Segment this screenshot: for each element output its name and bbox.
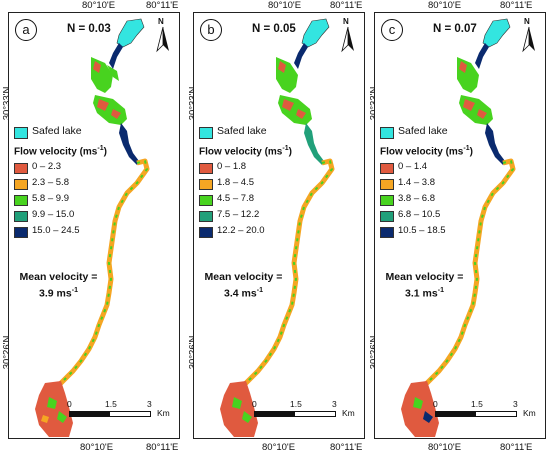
legend-class-3: 5.8 – 9.9 (14, 193, 124, 207)
legend-class-4: 9.9 – 15.0 (14, 209, 124, 223)
river-bottom-fan (401, 381, 439, 437)
manning-n-label: N = 0.05 (252, 23, 296, 35)
river-bottom-fan (220, 381, 258, 437)
legend-class-4: 7.5 – 12.2 (199, 209, 309, 223)
lake-swatch (380, 127, 394, 139)
lon-label-top-right: 80°11'E (146, 0, 179, 11)
safed-lake (301, 18, 330, 48)
legend-class-5: 10.5 – 18.5 (380, 225, 490, 239)
legend-class-3: 4.5 – 7.8 (199, 193, 309, 207)
north-arrow-icon: N (338, 17, 358, 57)
scale-bar: 0 1.5 3 Km (67, 399, 170, 418)
panel-letter: a (15, 19, 37, 41)
legend-lake: Safed lake (199, 125, 319, 139)
legend-lake: Safed lake (14, 125, 134, 139)
lon-label-bottom-left: 80°10'E (262, 442, 296, 453)
scale-bar: 0 1.5 3 Km (433, 399, 536, 418)
legend-class-1: 0 – 2.3 (14, 161, 124, 175)
lon-label-bottom-right: 80°11'E (500, 442, 533, 453)
north-arrow-icon: N (519, 17, 539, 57)
mean-velocity: Mean velocity = 3.4 ms-1 (204, 271, 283, 300)
river-middle-blob (278, 95, 312, 125)
lake-swatch (199, 127, 213, 139)
lon-label-bottom-right: 80°11'E (146, 442, 179, 453)
river-map (35, 18, 150, 437)
legend-class-3: 3.8 – 6.8 (380, 193, 490, 207)
north-arrow-icon: N (153, 17, 173, 57)
scale-bar: 0 1.5 3 Km (252, 399, 355, 418)
lon-label-top-left: 80°10'E (82, 0, 116, 11)
river-map (401, 18, 516, 437)
river-map (220, 18, 335, 437)
manning-n-label: N = 0.07 (433, 23, 477, 35)
river-middle-blob (459, 95, 493, 125)
lon-label-bottom-left: 80°10'E (428, 442, 462, 453)
safed-lake (116, 18, 145, 48)
safed-lake (482, 18, 511, 48)
legend-class-5: 12.2 – 20.0 (199, 225, 309, 239)
river-bottom-fan (35, 381, 73, 437)
legend-title: Flow velocity (ms-1) (380, 145, 473, 158)
legend-class-2: 2.3 – 5.8 (14, 177, 124, 191)
panel-letter: c (381, 19, 403, 41)
panel-letter: b (200, 19, 222, 41)
legend-lake: Safed lake (380, 125, 500, 139)
lon-label-top-left: 80°10'E (428, 0, 462, 11)
legend-title: Flow velocity (ms-1) (14, 145, 107, 158)
lon-label-top-right: 80°11'E (330, 0, 363, 11)
legend-class-1: 0 – 1.8 (199, 161, 309, 175)
lon-label-top-right: 80°11'E (500, 0, 533, 11)
lon-label-bottom-left: 80°10'E (80, 442, 114, 453)
legend-class-1: 0 – 1.4 (380, 161, 490, 175)
legend-class-4: 6.8 – 10.5 (380, 209, 490, 223)
mean-velocity: Mean velocity = 3.1 ms-1 (385, 271, 464, 300)
legend-class-2: 1.8 – 4.5 (199, 177, 309, 191)
legend-class-2: 1.4 – 3.8 (380, 177, 490, 191)
legend-class-5: 15.0 – 24.5 (14, 225, 124, 239)
river-middle-blob (93, 95, 127, 125)
lon-label-bottom-right: 80°11'E (330, 442, 363, 453)
lake-swatch (14, 127, 28, 139)
map-panel-c: c N = 0.07 N Safed lake Flow velocity (m… (374, 12, 546, 439)
map-panel-a: a N = 0.03 N Safed lake Flow velocity (m… (8, 12, 180, 439)
lon-label-top-left: 80°10'E (268, 0, 302, 11)
legend-title: Flow velocity (ms-1) (199, 145, 292, 158)
manning-n-label: N = 0.03 (67, 23, 111, 35)
mean-velocity: Mean velocity = 3.9 ms-1 (19, 271, 98, 300)
map-panel-b: b N = 0.05 N Safed lake Flow velocity (m… (193, 12, 365, 439)
